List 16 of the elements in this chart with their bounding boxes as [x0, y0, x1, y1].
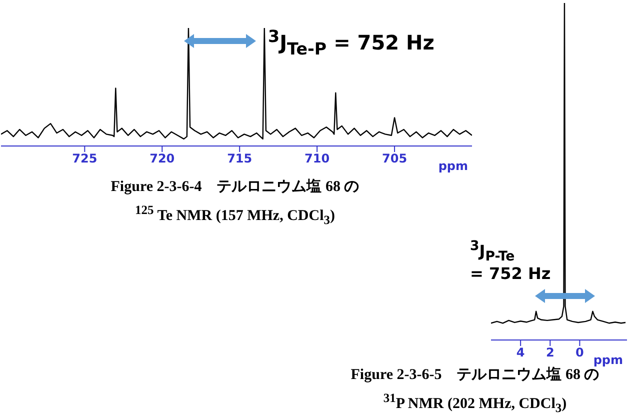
x-axis-title: ppm [438, 159, 468, 173]
annotation: $^{3}$J$_{Te-P}$ = 752 Hz [268, 27, 434, 59]
text: $^{125}$ Te NMR (157 MHz, CDCl$_{3}$) [134, 202, 336, 229]
x-tick-label: 705 [382, 152, 408, 166]
text: $^{31}$P NMR (202 MHz, CDCl$_{3}$) [382, 390, 568, 417]
annotation: $^{3}$J$_{P-Te}$ = 752 Hz [470, 239, 551, 284]
x-tick-label: 4 [516, 346, 525, 360]
text: Figure 2-3-6-4 テルロニウム塩 68 の [110, 178, 360, 197]
x-tick-label: 715 [227, 152, 252, 166]
x-axis-title: ppm [593, 353, 623, 367]
x-tick-label: 725 [72, 152, 98, 166]
x-tick-label: 720 [150, 152, 175, 166]
text: Figure 2-3-6-5 テルロニウム塩 68 の [350, 366, 600, 385]
x-tick-label: 0 [576, 346, 584, 360]
x-tick-label: 710 [304, 152, 330, 166]
x-tick-label: 2 [546, 346, 554, 360]
